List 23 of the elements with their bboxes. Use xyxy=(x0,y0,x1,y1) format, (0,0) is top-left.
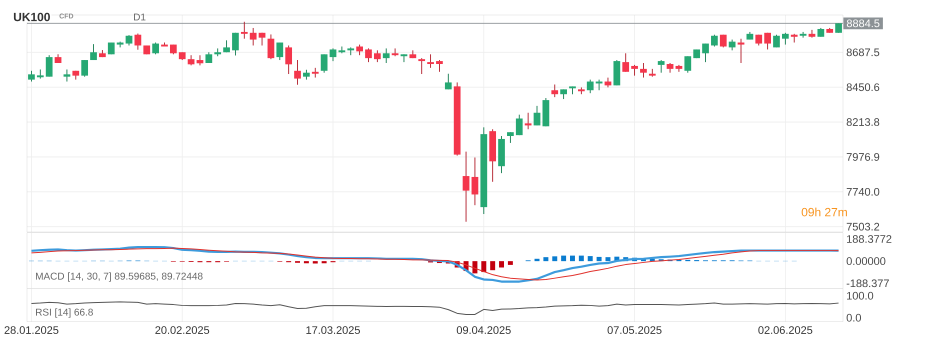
x-tick-label: 17.03.2025 xyxy=(306,326,360,334)
y-tick-label: 8450.6 xyxy=(846,83,880,92)
text: RSI [14] 66.8 xyxy=(36,308,93,318)
y-tick-label: 7976.9 xyxy=(846,153,880,161)
x-tick-label: 02.06.2025 xyxy=(758,326,812,334)
y-tick-label: 7503.2 xyxy=(846,222,880,231)
y-tick-label: 188.3772 xyxy=(847,235,892,243)
y-tick-label: 0.00000 xyxy=(846,257,886,266)
annotation: 09h 27m xyxy=(802,208,847,216)
y-tick-label: 7740.0 xyxy=(846,188,880,196)
y-tick-label: 8687.5 xyxy=(846,48,880,56)
x-tick-label: 09.04.2025 xyxy=(456,326,511,334)
x-tick-label: 20.02.2025 xyxy=(155,326,210,334)
x-tick-label: 07.05.2025 xyxy=(608,326,662,334)
y-tick-label: -188.377 xyxy=(846,279,889,288)
text: MACD [14, 30, 7] 89.59685, 89.72448 xyxy=(36,272,203,282)
y-tick-label: 100.0 xyxy=(847,292,874,300)
y-tick-label: 0.0 xyxy=(846,314,862,322)
annotation: D1 xyxy=(134,14,146,20)
chart-title: UK100 xyxy=(14,12,50,22)
y-tick-label: 8213.8 xyxy=(846,118,880,126)
x-tick-label: 28.01.2025 xyxy=(4,326,58,334)
ref-line-label: 8884.5 xyxy=(846,19,880,28)
